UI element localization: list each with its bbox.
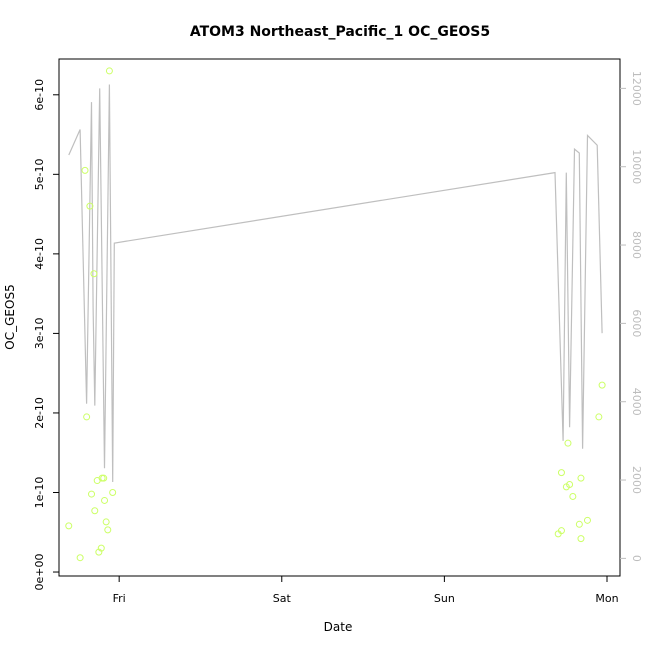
data-point [102,518,110,526]
data-point [564,439,572,447]
x-tick-label: Fri [113,592,126,605]
data-point [76,554,84,562]
data-point [86,202,94,210]
data-point [557,527,565,535]
data-point [566,481,574,489]
data-point [595,413,603,421]
data-point [569,492,577,500]
x-tick-label: Mon [595,592,618,605]
y-right-tick-label: 0 [630,555,643,562]
y-axis-label: OC_GEOS5 [3,284,17,349]
data-point [598,381,606,389]
y-left-tick-label: 6e-10 [33,79,46,111]
y-right-tick-label: 12000 [630,71,643,106]
y-right-tick-label: 6000 [630,309,643,337]
y-axis-right: 0 2000 4000 6000 8000 10000 12000 [620,71,643,562]
data-point [104,526,112,534]
data-point [577,474,585,482]
data-point [90,270,98,278]
data-point [583,516,591,524]
y-left-tick-label: 2e-10 [33,397,46,429]
data-point [557,469,565,477]
data-point [109,488,117,496]
y-right-tick-label: 2000 [630,466,643,494]
x-axis: Fri Sat Sun Mon [113,576,619,605]
y-left-tick-label: 4e-10 [33,238,46,270]
y-right-tick-label: 4000 [630,388,643,416]
x-tick-label: Sat [273,592,292,605]
data-point [101,496,109,504]
data-point [83,413,91,421]
point-series [65,67,606,562]
series-line [68,84,603,483]
plot-frame [58,58,621,577]
y-left-tick-label: 3e-10 [33,318,46,350]
data-point [105,67,113,75]
y-right-tick-label: 10000 [630,149,643,184]
chart-title: ATOM3 Northeast_Pacific_1 OC_GEOS5 [190,24,490,40]
x-axis-label: Date [324,620,353,634]
data-point [577,535,585,543]
data-point [91,507,99,515]
data-point [97,544,105,552]
data-point [65,522,73,530]
data-point [575,520,583,528]
y-left-tick-label: 0e+00 [33,554,46,591]
y-left-tick-label: 5e-10 [33,158,46,190]
data-point [100,474,108,482]
y-axis-left: 0e+00 1e-10 2e-10 3e-10 4e-10 5e-10 6e-10 [33,79,59,591]
data-point [88,490,96,498]
x-tick-label: Sun [434,592,455,605]
data-point [81,166,89,174]
y-right-tick-label: 8000 [630,231,643,259]
y-left-tick-label: 1e-10 [33,477,46,509]
line-series [68,84,603,483]
